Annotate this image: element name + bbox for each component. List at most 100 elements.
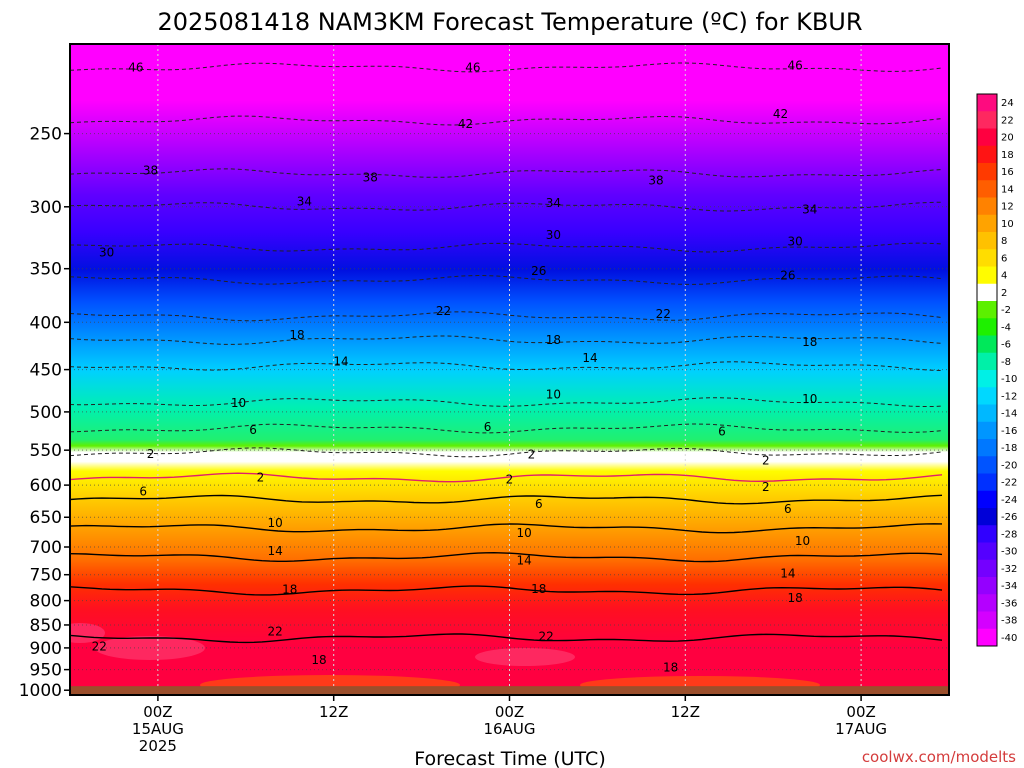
colorbar-label: 14 <box>1001 184 1014 195</box>
contour-label: 26 <box>780 269 795 283</box>
contour-line <box>70 242 943 253</box>
contour-label: 46 <box>788 58 803 72</box>
contour-label: 42 <box>773 107 788 121</box>
contour-label: 14 <box>582 351 597 365</box>
colorbar-label: -12 <box>1001 391 1017 402</box>
colorbar-label: 22 <box>1001 115 1014 126</box>
contour-label: 18 <box>788 591 803 605</box>
contour-line <box>70 397 943 407</box>
x-tick-label: 16AUG <box>484 720 536 738</box>
colorbar-label: -40 <box>1001 633 1017 644</box>
contour-label: 18 <box>531 582 546 596</box>
contour-label: 38 <box>363 171 378 185</box>
contour-label: 22 <box>656 307 671 321</box>
contour-line <box>70 361 943 371</box>
colorbar-swatch <box>977 611 997 630</box>
colorbar-swatch <box>977 94 997 112</box>
colorbar-label: -22 <box>1001 478 1017 489</box>
x-tick-label: 12Z <box>671 703 700 721</box>
contour-line <box>70 494 943 505</box>
contour-label: 10 <box>795 534 810 548</box>
contour-line <box>70 115 943 126</box>
chart-title: 2025081418 NAM3KM Forecast Temperature (… <box>157 8 862 36</box>
contour-label: 10 <box>517 526 532 540</box>
colorbar-label: -16 <box>1001 426 1017 437</box>
colorbar-label: -30 <box>1001 547 1017 558</box>
y-tick-label: 350 <box>30 260 62 280</box>
x-tick-label: 00Z <box>495 703 524 721</box>
contour-label: 38 <box>143 163 158 177</box>
colorbar-swatch <box>977 335 997 354</box>
y-axis: 250 300 350 400 450 500 550 600 650 700 750 800 850 9… <box>19 125 70 701</box>
contour-label: 18 <box>289 328 304 342</box>
colorbar-swatch <box>977 387 997 405</box>
colorbar-swatch <box>977 232 997 250</box>
contour-label: 10 <box>546 388 561 402</box>
contour-line <box>70 523 943 534</box>
colorbar-label: -2 <box>1001 305 1011 316</box>
colorbar-label: 4 <box>1001 271 1007 282</box>
y-tick-label: 850 <box>30 616 62 636</box>
colorbar-swatch <box>977 283 997 302</box>
y-tick-label: 700 <box>30 538 62 558</box>
colorbar-label: -6 <box>1001 340 1011 351</box>
colorbar-swatch <box>977 473 997 492</box>
colorbar-swatch <box>977 163 997 181</box>
colorbar-label: -10 <box>1001 374 1017 385</box>
contour-line <box>70 423 943 434</box>
y-tick-label: 450 <box>30 361 62 381</box>
colorbar-swatch <box>977 180 997 198</box>
colorbar-label: -4 <box>1001 322 1011 333</box>
contour-line <box>70 274 943 285</box>
colorbar-label: -14 <box>1001 409 1017 420</box>
colorbar-swatch <box>977 145 997 164</box>
colorbar-swatch <box>977 594 997 612</box>
y-tick-label: 750 <box>30 566 62 586</box>
contour-label: 6 <box>139 485 147 499</box>
colorbar-label: -38 <box>1001 616 1017 627</box>
x-tick-label: 00Z <box>846 703 875 721</box>
colorbar-swatch <box>977 249 997 267</box>
colorbar-swatch <box>977 456 997 474</box>
temperature-contours <box>70 62 943 644</box>
y-tick-label: 550 <box>30 441 62 461</box>
colorbar-swatch <box>977 318 997 336</box>
colorbar-swatch <box>977 128 997 147</box>
colorbar-label: -26 <box>1001 512 1017 523</box>
contour-label: 22 <box>538 630 553 644</box>
colorbar-swatch <box>977 197 997 216</box>
x-tick-label: 12Z <box>319 703 348 721</box>
colorbar-label: -20 <box>1001 460 1017 471</box>
contour-label: 18 <box>802 335 817 349</box>
contour-label: 10 <box>231 396 246 410</box>
colorbar-swatch <box>977 352 997 371</box>
contour-label: 10 <box>267 516 282 530</box>
contour-line <box>70 335 943 345</box>
colorbar-swatch <box>977 577 997 595</box>
contour-label: 46 <box>465 60 480 74</box>
colorbar-label: -8 <box>1001 357 1011 368</box>
colorbar-swatch <box>977 628 997 647</box>
x-tick-label: 00Z <box>143 703 172 721</box>
contour-label: 14 <box>780 567 795 581</box>
contour-label: 18 <box>663 660 678 674</box>
colorbar-label: -34 <box>1001 581 1017 592</box>
y-tick-label: 950 <box>30 661 62 681</box>
colorbar-label: -24 <box>1001 495 1017 506</box>
colorbar-label: -32 <box>1001 564 1017 575</box>
colorbar-swatch <box>977 266 997 285</box>
contour-label: 34 <box>546 196 561 210</box>
y-tick-label: 250 <box>30 125 62 145</box>
contour-label: 30 <box>788 234 803 248</box>
contour-label: 6 <box>249 423 257 437</box>
contour-label: 2 <box>257 471 265 485</box>
contour-line <box>70 447 943 458</box>
contour-label: 14 <box>333 354 348 368</box>
colorbar-label: 24 <box>1001 98 1014 109</box>
colorbar-label: 16 <box>1001 167 1014 178</box>
colorbar-swatch <box>977 421 997 440</box>
colorbar-swatch <box>977 301 997 319</box>
colorbar-swatch <box>977 542 997 561</box>
colorbar-swatch <box>977 404 997 423</box>
